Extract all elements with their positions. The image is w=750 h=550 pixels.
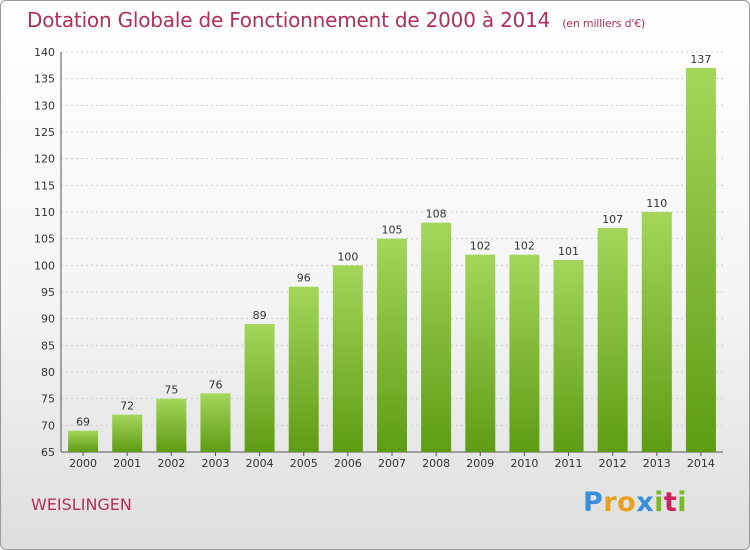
bar [421,222,452,452]
x-tick-label: 2005 [290,457,318,470]
bar [509,254,540,452]
logo-letter: i [677,487,688,518]
logo-letter: r [603,487,618,518]
y-tick-label: 120 [34,153,55,166]
y-tick-label: 65 [41,446,55,459]
y-tick-label: 105 [34,233,55,246]
bar [553,260,584,452]
logo-letter: t [663,487,678,518]
y-tick-label: 130 [34,99,55,112]
x-tick-label: 2007 [378,457,406,470]
y-tick-label: 95 [41,286,55,299]
bar [156,398,187,452]
bar-value-label: 107 [602,213,623,226]
logo-letter: o [617,487,637,518]
proxiti-logo: Proxiti [583,487,687,518]
bar [288,286,319,452]
x-tick-label: 2010 [510,457,538,470]
bar-value-label: 137 [690,53,711,66]
bar-value-label: 102 [514,240,535,253]
bar [377,238,407,452]
bar-value-label: 108 [426,208,447,221]
chart-title: Dotation Globale de Fonctionnement de 20… [27,8,645,32]
x-tick-label: 2004 [246,457,274,470]
x-tick-label: 2008 [422,457,450,470]
x-tick-label: 2001 [113,457,141,470]
bar-value-label: 105 [382,224,403,237]
x-tick-label: 2006 [334,457,362,470]
x-tick-label: 2012 [599,457,627,470]
bar [244,324,275,452]
x-tick-label: 2013 [643,457,671,470]
y-tick-label: 70 [41,419,55,432]
bar [685,68,716,452]
y-tick-label: 100 [34,259,55,272]
y-tick-label: 135 [34,73,55,86]
logo-letter: P [583,487,604,518]
bar [112,414,143,452]
x-tick-label: 2000 [69,457,97,470]
bar-value-label: 96 [297,272,311,285]
x-tick-label: 2014 [687,457,715,470]
bar-value-label: 72 [120,400,134,413]
bar-value-label: 75 [164,384,178,397]
bar [68,430,99,452]
y-tick-label: 75 [41,393,55,406]
logo-letter: i [654,487,664,518]
commune-name: WEISLINGEN [31,495,132,514]
x-tick-label: 2009 [466,457,494,470]
y-tick-label: 90 [41,313,55,326]
y-tick-label: 85 [41,339,55,352]
bar-value-label: 89 [253,309,267,322]
x-tick-label: 2002 [157,457,185,470]
y-tick-label: 80 [41,366,55,379]
bar-value-label: 101 [558,245,579,258]
x-tick-label: 2011 [555,457,583,470]
chart-title-text: Dotation Globale de Fonctionnement de 20… [27,8,551,32]
logo-letter: x [636,487,655,518]
y-tick-label: 125 [34,126,55,139]
bar-value-label: 100 [337,250,358,263]
y-tick-label: 115 [34,179,55,192]
bar [465,254,496,452]
y-tick-label: 110 [34,206,55,219]
bar-value-label: 110 [646,197,667,210]
bar [597,228,628,452]
bar-value-label: 102 [470,240,491,253]
chart-subtitle: (en milliers d'€) [562,17,646,30]
bar [200,393,231,452]
bar-value-label: 76 [208,378,222,391]
y-tick-label: 140 [34,46,55,59]
bar [641,212,672,452]
bar [332,265,363,452]
x-tick-label: 2003 [201,457,229,470]
bar-value-label: 69 [76,416,90,429]
